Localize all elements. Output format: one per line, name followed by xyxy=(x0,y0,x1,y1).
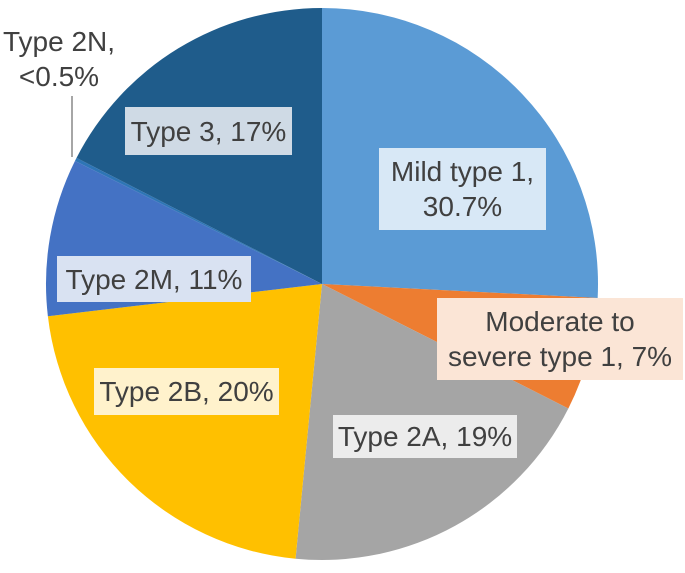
pie-slice-type-2n xyxy=(75,157,322,284)
data-label-line: Type 2N, xyxy=(2,26,116,57)
pie-slice-type-2b xyxy=(47,284,322,559)
data-label-line: Type 2M, 11% xyxy=(65,263,243,295)
data-label-moderate-severe-type-1: Moderate to severe type 1, 7% xyxy=(437,298,683,380)
data-label-type-3: Type 3, 17% xyxy=(125,107,292,155)
data-label-type-2a: Type 2A, 19% xyxy=(333,415,517,458)
data-label-mild-type-1: Mild type 1, 30.7% xyxy=(379,148,546,230)
data-label-line: Type 3, 17% xyxy=(130,115,287,147)
data-label-line: Mild type 1, xyxy=(390,156,535,187)
data-label-type-2n: Type 2N, <0.5% xyxy=(0,24,118,94)
data-label-type-2b: Type 2B, 20% xyxy=(94,368,279,415)
data-label-line: Type 2B, 20% xyxy=(99,376,274,407)
data-label-line: Moderate to xyxy=(485,306,635,337)
data-label-line: Type 2A, 19% xyxy=(337,421,513,452)
data-label-line: 30.7% xyxy=(422,191,503,222)
data-label-line: severe type 1, 7% xyxy=(447,341,673,372)
data-label-type-2m: Type 2M, 11% xyxy=(57,256,251,302)
data-label-line: <0.5% xyxy=(18,61,100,92)
leader-line-type-2n xyxy=(71,96,73,157)
